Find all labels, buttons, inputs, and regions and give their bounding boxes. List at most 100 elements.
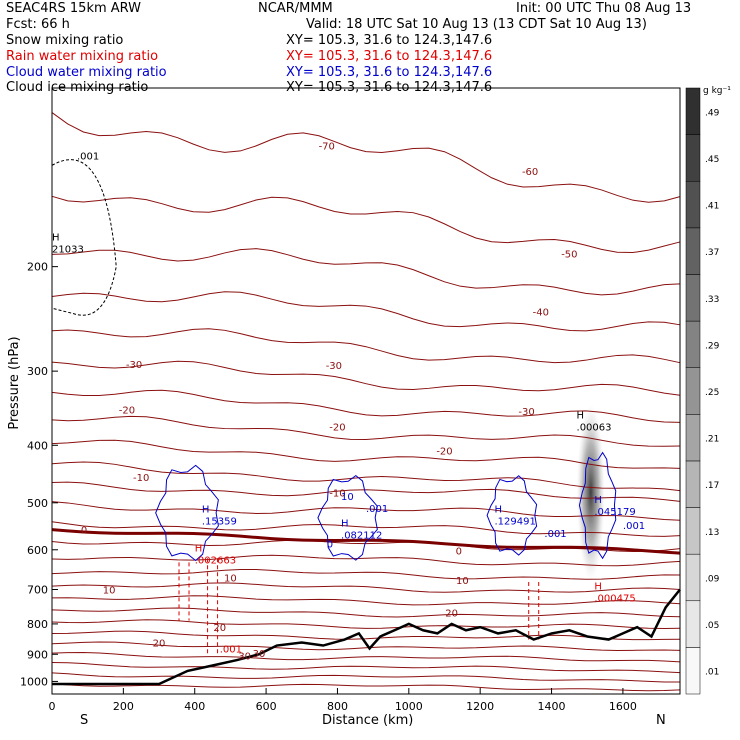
x-tick-label: 200: [113, 700, 134, 713]
maximum-value-label: 21033: [52, 245, 84, 256]
colorbar-swatch: [685, 87, 701, 135]
temperature-contour: [51, 595, 681, 606]
y-tick-label: 800: [27, 618, 48, 631]
rain-water-contour: [207, 558, 219, 655]
temperature-contour-label: 10: [456, 576, 469, 587]
model-title: SEAC4RS 15km ARW: [6, 1, 142, 16]
temperature-contour-label: -30: [518, 407, 534, 418]
maximum-marker: H: [52, 233, 60, 244]
field-snow-xy: XY= 105.3, 31.6 to 124.3,147.6: [286, 33, 493, 48]
temperature-contour: [51, 619, 681, 629]
y-tick-label: 900: [27, 648, 48, 661]
x-tick-label: 1600: [609, 700, 637, 713]
temperature-contour-label: -30: [126, 360, 142, 371]
colorbar-swatch: [685, 507, 701, 555]
colorbar-swatch: [685, 647, 701, 695]
cloud-water-contour: [317, 474, 378, 561]
rain-water-contour: [178, 562, 190, 621]
colorbar-label: .45: [705, 155, 719, 165]
snow-contour: [51, 159, 117, 316]
temperature-contour-label: 0: [456, 547, 462, 558]
maximum-marker: H: [341, 519, 349, 530]
maximum-marker: H: [494, 505, 502, 516]
colorbar-label: .25: [705, 388, 719, 398]
temperature-contour: [51, 554, 681, 567]
colorbar-swatch: [685, 180, 701, 229]
maximum-value-label: .082112: [341, 531, 382, 542]
freezing-level-contour: [51, 528, 681, 555]
colorbar-swatch: [685, 553, 701, 602]
cloud-ice-shading: [576, 404, 605, 581]
cloud-water-contour: [155, 464, 219, 562]
temperature-contour-label: 30: [238, 652, 251, 663]
colorbar-label: .49: [705, 108, 720, 118]
x-axis-label: Distance (km): [322, 713, 414, 728]
temperature-contour: [51, 683, 681, 692]
y-tick-label: 500: [27, 497, 48, 510]
y-axis-label: Pressure (hPa): [7, 336, 22, 430]
temperature-contour: [51, 248, 681, 296]
temperature-contour-label: -20: [329, 423, 345, 434]
cloud-water-contour: [578, 451, 617, 560]
temperature-contour: [51, 607, 681, 618]
field-cloudwater-name: Cloud water mixing ratio: [6, 65, 167, 80]
org-label: NCAR/MMM: [258, 1, 333, 16]
temperature-contour-label: -20: [119, 405, 135, 416]
contour-value-label: .001: [77, 152, 99, 163]
x-tick-label: 1200: [466, 700, 494, 713]
maximum-marker: H: [195, 544, 203, 555]
maximum-value-label: .129491: [494, 517, 535, 528]
y-tick-label: 400: [27, 439, 48, 452]
colorbar-label: .21: [705, 435, 719, 445]
temperature-contour: [51, 630, 681, 641]
colorbar-label: .09: [705, 574, 720, 584]
temperature-contour-label: 20: [213, 623, 226, 634]
colorbar-swatch: [685, 414, 701, 462]
temperature-contour: [51, 461, 681, 492]
colorbar-label: .13: [705, 528, 719, 538]
colorbar-label: .05: [705, 621, 719, 631]
maximum-value-label: .002663: [195, 556, 236, 567]
temperature-contour: [51, 439, 681, 469]
plot-frame: [51, 87, 681, 695]
x-tick-label: 0: [49, 700, 56, 713]
temperature-contour: [51, 521, 681, 537]
temperature-contour-label: -10: [329, 488, 345, 499]
valid-time: Valid: 18 UTC Sat 10 Aug 13 (13 CDT Sat …: [306, 17, 647, 32]
y-tick-label: 700: [27, 584, 48, 597]
temperature-contour: [51, 291, 681, 332]
colorbar-label: .33: [705, 295, 719, 305]
temperature-contour-label: -10: [133, 473, 149, 484]
field-cloudwater-xy: XY= 105.3, 31.6 to 124.3,147.6: [286, 65, 493, 80]
temperature-contour: [51, 672, 681, 683]
temperature-contour-label: 30: [253, 649, 266, 660]
contour-value-label: .001: [623, 521, 645, 532]
y-tick-label: 200: [27, 261, 48, 274]
temperature-contour: [51, 582, 681, 593]
colorbar-label: .17: [705, 481, 719, 491]
temperature-contour-label: 20: [153, 639, 166, 650]
colorbar-label: .37: [705, 248, 719, 258]
contour-value-label: .001: [220, 644, 242, 655]
temperature-contour-label: -60: [522, 167, 538, 178]
maximum-marker: H: [594, 495, 602, 506]
temperature-contour-label: -70: [319, 142, 335, 153]
colorbar-swatch: [685, 320, 701, 368]
contour-value-label: .001: [366, 504, 388, 515]
temperature-contour-label: -50: [561, 249, 577, 260]
x-tick-label: 1000: [395, 700, 423, 713]
x-tick-label: 800: [327, 700, 348, 713]
maximum-value-label: .045179: [594, 507, 635, 518]
temperature-contour: [51, 641, 681, 651]
temperature-contour: [51, 195, 681, 254]
contour-value-label: 10: [341, 492, 354, 503]
right-end-label: N: [656, 713, 666, 728]
y-tick-label: 1000: [20, 675, 48, 688]
temperature-contour-label: 20: [445, 608, 458, 619]
temperature-contour: [51, 651, 681, 663]
y-tick-label: 600: [27, 544, 48, 557]
maximum-value-label: .00063: [577, 423, 612, 434]
temperature-contour: [51, 568, 681, 580]
cloud-water-contour: [486, 475, 538, 556]
colorbar-swatch: [685, 460, 701, 508]
